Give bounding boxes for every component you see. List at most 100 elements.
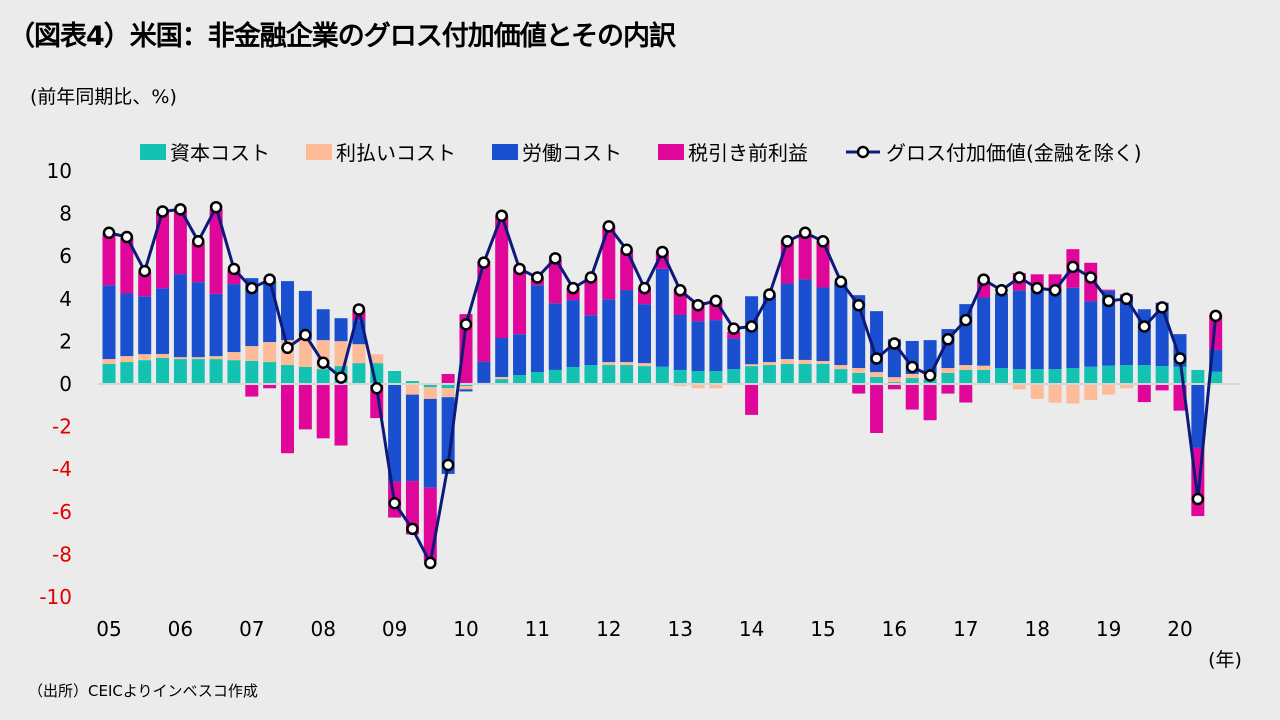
- bar-segment-capital: [691, 371, 705, 384]
- legend-label-interest: 利払いコスト: [336, 141, 456, 165]
- bar-segment-labor: [1084, 301, 1098, 367]
- bar-segment-profit: [620, 250, 634, 291]
- bar-segment-labor: [423, 398, 437, 488]
- bar-segment-profit: [441, 373, 455, 384]
- bars-group: [102, 209, 1223, 562]
- y-tick-label: 6: [59, 244, 72, 268]
- bar-segment-capital: [120, 362, 134, 384]
- bar-segment-interest: [977, 365, 991, 370]
- bar-segment-interest: [245, 346, 259, 361]
- bar-segment-capital: [548, 369, 562, 384]
- gva-data-point: [620, 243, 633, 257]
- bar-segment-capital: [227, 360, 241, 384]
- gva-data-point: [727, 322, 740, 335]
- legend-item-interest: 利払いコスト: [306, 137, 456, 166]
- gva-data-point: [370, 382, 383, 395]
- bar-segment-capital: [138, 360, 152, 384]
- bar-segment-labor: [1066, 287, 1080, 369]
- legend-label-profit: 税引き前利益: [688, 141, 808, 165]
- bar-segment-profit: [602, 225, 616, 300]
- bar-segment-labor: [727, 338, 741, 370]
- bar-segment-profit: [138, 271, 152, 297]
- bar-segment-capital: [620, 365, 634, 384]
- bar-segment-profit: [405, 481, 419, 535]
- bar-segment-interest: [816, 360, 830, 364]
- legend-label-capital: 資本コスト: [170, 141, 270, 165]
- gva-data-point: [673, 284, 687, 297]
- legend-item-labor: 労働コスト: [492, 137, 622, 166]
- bar-segment-labor: [638, 304, 651, 364]
- bar-segment-labor: [530, 285, 544, 373]
- legend-label-labor: 労働コスト: [522, 141, 622, 165]
- x-tick-label: 17: [953, 617, 978, 641]
- bar-segment-labor: [1048, 291, 1062, 370]
- gva-data-point: [549, 252, 562, 265]
- bar-segment-capital: [602, 365, 616, 384]
- bar-segment-labor: [834, 282, 848, 366]
- gva-data-point: [1209, 309, 1222, 323]
- bar-segment-labor: [977, 297, 991, 366]
- x-tick-label: 14: [739, 617, 764, 641]
- x-tick-label: 18: [1024, 617, 1049, 641]
- bar-segment-labor: [513, 334, 527, 376]
- bar-segment-capital: [798, 363, 812, 384]
- gva-data-point: [459, 318, 473, 331]
- bar-segment-capital: [1012, 369, 1026, 384]
- bar-segment-labor: [138, 296, 152, 355]
- bar-segment-profit: [816, 240, 830, 288]
- bar-segment-capital: [959, 369, 973, 384]
- bar-segment-labor: [780, 283, 794, 360]
- bar-segment-profit: [281, 384, 294, 454]
- gva-data-point: [959, 313, 973, 327]
- bar-segment-profit: [495, 215, 509, 338]
- x-tick-label: 10: [453, 617, 478, 641]
- gva-data-point: [227, 262, 241, 276]
- bar-segment-capital: [388, 371, 402, 384]
- bar-segment-labor: [334, 318, 348, 342]
- gva-data-point: [388, 497, 401, 510]
- gva-data-point: [834, 275, 848, 289]
- x-tick-label: 20: [1167, 617, 1192, 641]
- bar-segment-capital: [1119, 365, 1133, 384]
- bar-segment-interest: [709, 384, 723, 389]
- bar-segment-labor: [566, 300, 580, 367]
- bar-segment-labor: [816, 287, 830, 361]
- bar-segment-capital: [852, 372, 866, 384]
- gva-data-point: [941, 333, 955, 346]
- bar-segment-capital: [745, 366, 759, 384]
- legend: 資本コスト 利払いコスト 労働コスト 税引き前利益 グロス付加価値(金融を除く): [140, 137, 1142, 166]
- bar-segment-capital: [513, 375, 527, 384]
- bar-segment-interest: [602, 362, 616, 366]
- bar-segment-capital: [441, 384, 455, 389]
- bar-segment-interest: [762, 362, 776, 366]
- bar-segment-interest: [673, 384, 687, 387]
- bar-segment-profit: [745, 384, 759, 415]
- gva-data-point: [977, 273, 990, 286]
- bar-segment-profit: [477, 261, 491, 362]
- bar-segment-labor: [1012, 290, 1026, 370]
- bar-segment-interest: [495, 376, 509, 380]
- chart-title: （図表4）米国：非金融企業のグロス付加価値とその内訳: [8, 21, 676, 52]
- bar-segment-capital: [352, 363, 366, 384]
- gva-data-point: [209, 200, 223, 214]
- bar-segment-labor: [995, 293, 1008, 369]
- gva-data-point: [441, 458, 455, 472]
- gva-data-point: [352, 303, 366, 316]
- bar-segment-interest: [905, 373, 919, 379]
- bar-segment-capital: [673, 369, 687, 384]
- gva-data-point: [1102, 294, 1115, 308]
- bar-segment-labor: [191, 282, 205, 358]
- bar-segment-profit: [298, 384, 312, 430]
- bar-segment-interest: [352, 344, 366, 364]
- gva-data-point: [888, 337, 901, 350]
- gva-data-point: [870, 352, 883, 365]
- bar-segment-interest: [441, 388, 455, 398]
- bar-segment-capital: [191, 359, 205, 384]
- bar-segment-labor: [1119, 295, 1133, 366]
- bar-segment-labor: [120, 293, 134, 357]
- gva-data-point: [584, 271, 598, 284]
- bar-segment-capital: [655, 366, 669, 384]
- bar-segment-capital: [495, 379, 509, 384]
- bar-segment-profit: [245, 384, 259, 397]
- gva-data-point: [1084, 271, 1097, 284]
